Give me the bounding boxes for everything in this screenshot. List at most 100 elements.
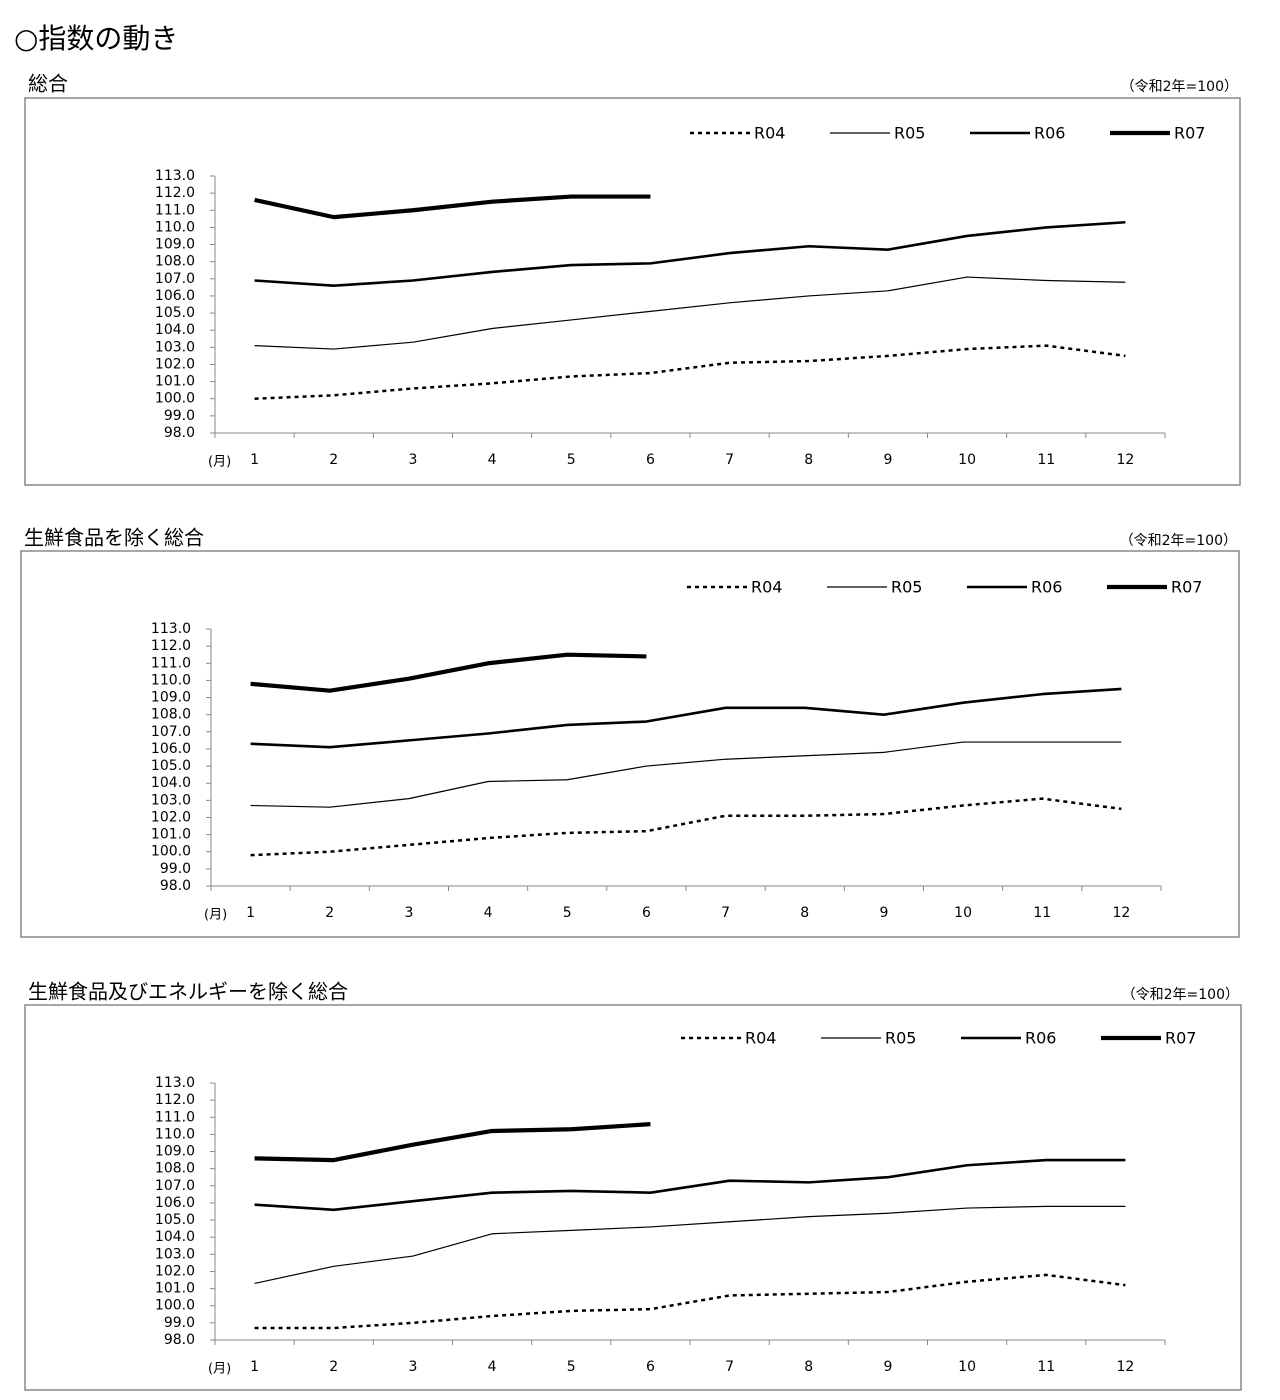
- y-tick-label: 105.0: [155, 1212, 195, 1228]
- series-line: [254, 1122, 651, 1163]
- legend-label: R04: [751, 578, 782, 597]
- y-tick-label: 101.0: [151, 827, 191, 843]
- y-tick-label: 108.0: [155, 1161, 195, 1177]
- unit-note: （令和2年=100）: [1120, 533, 1237, 549]
- x-tick-label: 12: [1113, 905, 1131, 921]
- x-axis-label: (月): [208, 1362, 231, 1377]
- x-tick-label: 2: [329, 1359, 338, 1375]
- x-tick-label: 2: [329, 452, 338, 468]
- y-tick-label: 105.0: [155, 305, 195, 321]
- series-line: [254, 220, 1126, 287]
- y-tick-label: 104.0: [155, 1229, 195, 1245]
- x-tick-label: 3: [404, 905, 413, 921]
- unit-note: （令和2年=100）: [1122, 987, 1239, 1003]
- x-axis-label: (月): [208, 455, 231, 470]
- x-tick-label: 4: [488, 452, 497, 468]
- x-tick-label: 9: [879, 905, 888, 921]
- y-tick-label: 102.0: [151, 809, 191, 825]
- x-tick-label: 11: [1037, 1359, 1055, 1375]
- y-tick-label: 110.0: [151, 672, 191, 688]
- y-tick-label: 102.0: [155, 1263, 195, 1279]
- y-tick-label: 109.0: [155, 1144, 195, 1160]
- y-tick-label: 107.0: [151, 724, 191, 740]
- y-tick-label: 104.0: [155, 322, 195, 338]
- plot-frame: [24, 97, 1241, 486]
- chart-title: 生鮮食品を除く総合: [24, 526, 204, 550]
- x-tick-label: 4: [488, 1359, 497, 1375]
- y-tick-label: 99.0: [164, 1315, 195, 1331]
- series-line: [254, 1273, 1126, 1330]
- y-tick-label: 111.0: [155, 202, 195, 218]
- y-tick-label: 98.0: [160, 878, 191, 894]
- y-tick-label: 110.0: [155, 219, 195, 235]
- y-tick-label: 100.0: [155, 1298, 195, 1314]
- x-tick-label: 4: [484, 905, 493, 921]
- y-tick-label: 106.0: [155, 1195, 195, 1211]
- series-line: [250, 741, 1122, 808]
- plot-frame: [20, 550, 1240, 938]
- x-tick-label: 9: [883, 452, 892, 468]
- series-line: [250, 652, 647, 693]
- legend-label: R06: [1034, 124, 1065, 143]
- series-line: [254, 276, 1126, 350]
- legend-label: R05: [891, 578, 922, 597]
- y-tick-label: 113.0: [155, 168, 195, 184]
- x-tick-label: 1: [250, 1359, 259, 1375]
- y-tick-label: 107.0: [155, 271, 195, 287]
- x-tick-label: 5: [567, 1359, 576, 1375]
- y-tick-label: 99.0: [164, 408, 195, 424]
- y-tick-label: 112.0: [155, 185, 195, 201]
- y-tick-label: 101.0: [155, 1281, 195, 1297]
- legend-label: R05: [894, 124, 925, 143]
- y-tick-label: 110.0: [155, 1126, 195, 1142]
- legend-label: R07: [1174, 124, 1205, 143]
- legend-label: R04: [745, 1029, 776, 1048]
- x-axis-label: (月): [204, 908, 227, 923]
- y-tick-label: 112.0: [155, 1092, 195, 1108]
- x-tick-label: 12: [1117, 1359, 1135, 1375]
- x-tick-label: 5: [563, 905, 572, 921]
- x-tick-label: 8: [804, 452, 813, 468]
- x-tick-label: 6: [642, 905, 651, 921]
- x-tick-label: 2: [325, 905, 334, 921]
- x-tick-label: 10: [958, 1359, 976, 1375]
- legend-label: R06: [1031, 578, 1062, 597]
- y-tick-label: 112.0: [151, 638, 191, 654]
- x-tick-label: 6: [646, 1359, 655, 1375]
- y-tick-label: 103.0: [151, 792, 191, 808]
- chart-title: 総合: [28, 72, 68, 96]
- plot-frame: [24, 1004, 1242, 1391]
- y-tick-label: 108.0: [155, 254, 195, 270]
- y-tick-label: 103.0: [155, 339, 195, 355]
- legend-label: R07: [1171, 578, 1202, 597]
- legend-label: R05: [885, 1029, 916, 1048]
- y-tick-label: 105.0: [151, 758, 191, 774]
- x-tick-label: 8: [804, 1359, 813, 1375]
- series-line: [254, 194, 651, 220]
- y-tick-label: 111.0: [151, 655, 191, 671]
- series-line: [254, 1205, 1126, 1285]
- x-tick-label: 3: [408, 1359, 417, 1375]
- y-tick-label: 101.0: [155, 374, 195, 390]
- y-tick-label: 108.0: [151, 707, 191, 723]
- y-tick-label: 113.0: [155, 1075, 195, 1091]
- x-tick-label: 7: [721, 905, 730, 921]
- y-tick-label: 111.0: [155, 1109, 195, 1125]
- y-tick-label: 103.0: [155, 1246, 195, 1262]
- y-tick-label: 98.0: [164, 425, 195, 441]
- series-line: [254, 344, 1126, 400]
- legend-label: R04: [754, 124, 785, 143]
- y-tick-label: 102.0: [155, 356, 195, 372]
- series-line: [250, 687, 1122, 749]
- chart-title: 生鮮食品及びエネルギーを除く総合: [28, 980, 348, 1004]
- x-tick-label: 1: [250, 452, 259, 468]
- y-tick-label: 109.0: [155, 237, 195, 253]
- y-tick-label: 98.0: [164, 1332, 195, 1348]
- y-tick-label: 106.0: [155, 288, 195, 304]
- x-tick-label: 1: [246, 905, 255, 921]
- y-tick-label: 100.0: [151, 844, 191, 860]
- y-tick-label: 109.0: [151, 690, 191, 706]
- y-tick-label: 107.0: [155, 1178, 195, 1194]
- x-tick-label: 10: [954, 905, 972, 921]
